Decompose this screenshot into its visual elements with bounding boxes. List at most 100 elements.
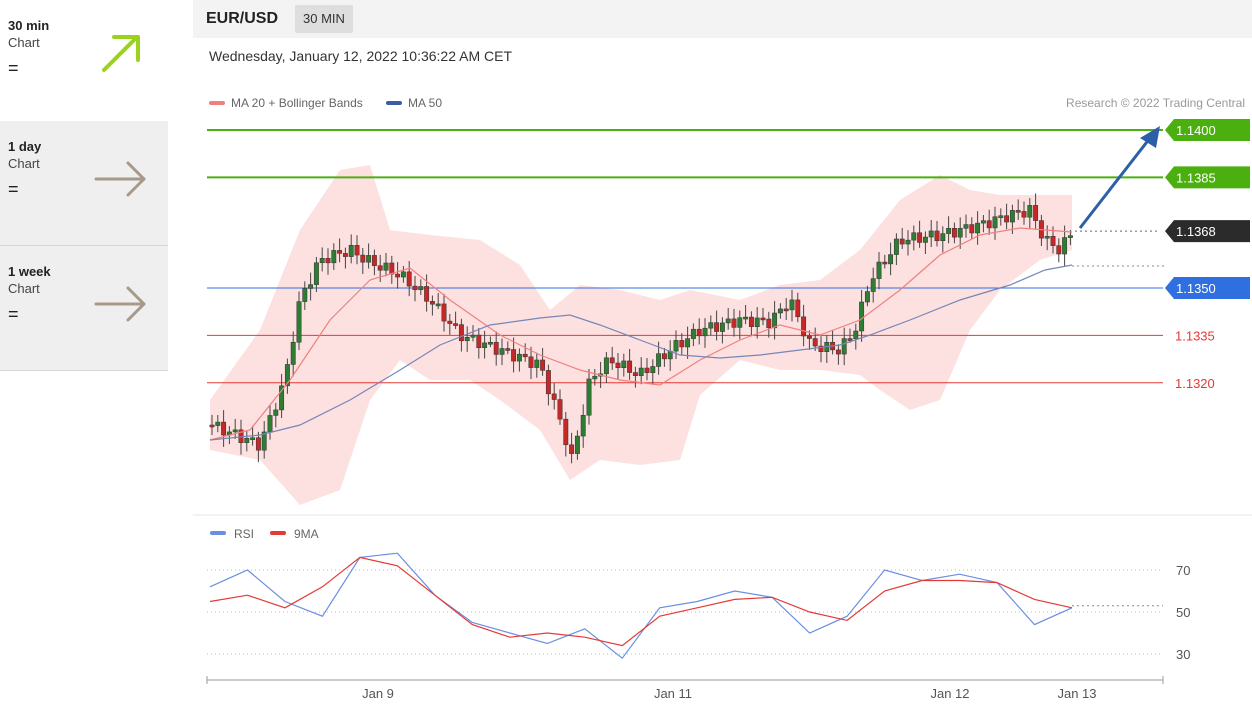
candle-body [772, 312, 778, 329]
candle-body [748, 316, 754, 328]
candle-body [888, 254, 894, 265]
candle-body [650, 366, 656, 373]
candle-body [696, 328, 702, 337]
candle-body [702, 327, 708, 337]
candle-body [957, 228, 963, 238]
candle-body [215, 421, 221, 426]
candle-body [679, 340, 685, 348]
candle-body [412, 285, 418, 291]
candle-body [737, 317, 743, 328]
candle-body [453, 323, 459, 326]
candle-body [638, 367, 644, 376]
level-label: 1.1320 [1175, 376, 1215, 391]
legend-label: MA 20 + Bollinger Bands [231, 96, 363, 110]
candle-body [371, 255, 377, 266]
candle-body [795, 299, 801, 318]
candle-body [627, 360, 633, 373]
timeframe-label: 1 week [8, 264, 51, 279]
candle-body [221, 421, 227, 436]
candle-body [603, 357, 609, 375]
candle-body [980, 220, 986, 224]
candle-body [273, 409, 279, 416]
candle-body [893, 238, 899, 255]
candle-body [992, 216, 998, 229]
candle-body [951, 227, 957, 238]
level-tag [1165, 119, 1250, 141]
candle-body [946, 227, 952, 234]
legend-label: 9MA [294, 527, 319, 541]
timeframe-1day[interactable]: 1 day Chart = [0, 121, 168, 246]
x-axis-label: Jan 11 [654, 686, 692, 701]
timeframe-1week[interactable]: 1 week Chart = [0, 246, 168, 371]
candle-body [528, 356, 534, 368]
timeframe-badge[interactable]: 30 MIN [295, 5, 353, 33]
timeframe-sidebar: 30 min Chart = 1 day Chart = 1 week Char… [0, 0, 168, 372]
candle-body [609, 357, 615, 364]
rsi-ma-line [209, 556, 1073, 647]
candle-body [400, 271, 406, 278]
legend-label: RSI [234, 527, 254, 541]
arrow-up-right-icon [102, 35, 140, 72]
timeframe-sub: Chart [8, 156, 40, 171]
ma50-line [209, 264, 1073, 441]
candle-body [899, 238, 905, 245]
candle-body [853, 330, 859, 339]
candle-body [1021, 211, 1027, 218]
candle-body [1056, 245, 1062, 255]
candle-body [818, 345, 824, 353]
candle-body [493, 341, 499, 355]
candle-body [905, 239, 911, 245]
legend-swatch [209, 101, 225, 105]
level-tag [1165, 220, 1250, 243]
candle-body [348, 245, 354, 257]
candle-body [731, 318, 737, 328]
candle-body [244, 438, 250, 443]
candle-body [447, 320, 453, 324]
candle-body [777, 308, 783, 314]
legend-swatch [386, 101, 402, 105]
candle-body [360, 254, 366, 263]
candle-body [928, 230, 934, 238]
candle-body [1044, 236, 1050, 239]
candle-body [725, 318, 731, 324]
candle-body [279, 385, 285, 411]
candle-body [441, 303, 447, 322]
copyright-text: Research © 2022 Trading Central [1066, 96, 1245, 110]
candle-body [592, 375, 598, 380]
candle-body [308, 284, 314, 289]
chart-panel: EUR/USD 30 MIN Wednesday, January 12, 20… [193, 0, 1252, 710]
timeframe-30min[interactable]: 30 min Chart = [0, 0, 168, 125]
x-axis-label: Jan 13 [1057, 686, 1096, 701]
level-label: 1.1335 [1175, 328, 1215, 343]
candle-body [296, 301, 302, 343]
candle-body [708, 322, 714, 329]
candle-body [859, 301, 865, 332]
candle-body [986, 220, 992, 229]
candle-body [911, 232, 917, 241]
candle-body [922, 236, 928, 243]
candle-body [250, 437, 256, 440]
candle-body [847, 338, 853, 341]
candle-body [424, 286, 430, 302]
candle-body [337, 250, 343, 254]
timeframe-sub: Chart [8, 281, 40, 296]
level-label: 1.1400 [1176, 123, 1216, 138]
candle-body [644, 367, 650, 373]
candle-body [766, 318, 772, 329]
candle-body [232, 429, 238, 433]
arrow-right-icon [94, 161, 146, 197]
projection-arrow [1078, 137, 1152, 229]
candle-body [557, 399, 563, 420]
candle-body [998, 215, 1004, 218]
candle-body [551, 393, 557, 400]
candle-body [267, 415, 273, 433]
candle-body [476, 334, 482, 348]
candle-body [331, 250, 337, 264]
candle-body [864, 291, 870, 303]
candle-body [1009, 210, 1015, 223]
candle-body [302, 288, 308, 302]
candle-body [313, 262, 319, 285]
candle-body [569, 444, 575, 454]
candle-body [1050, 236, 1056, 246]
